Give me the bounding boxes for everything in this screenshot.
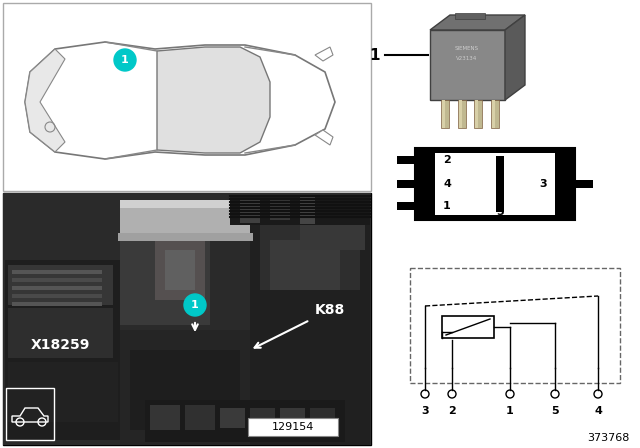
Bar: [300, 196, 315, 224]
Bar: [240, 198, 260, 223]
Bar: [220, 408, 245, 428]
Bar: [120, 330, 250, 445]
Text: 1: 1: [506, 406, 514, 416]
Text: 1: 1: [191, 300, 199, 310]
Bar: [410, 268, 620, 383]
Text: 4: 4: [443, 179, 451, 189]
Text: 1: 1: [121, 55, 129, 65]
Text: 5: 5: [551, 406, 559, 416]
Bar: [12, 286, 102, 290]
Bar: [270, 240, 340, 290]
Bar: [415, 148, 575, 220]
Bar: [492, 100, 495, 128]
Bar: [250, 200, 370, 445]
Text: K88: K88: [315, 303, 345, 317]
Bar: [397, 156, 417, 164]
Bar: [185, 405, 215, 430]
Bar: [5, 260, 120, 440]
Bar: [230, 195, 370, 225]
Bar: [118, 233, 253, 241]
Bar: [310, 408, 335, 428]
Polygon shape: [430, 15, 525, 30]
Bar: [397, 180, 417, 188]
Text: 4: 4: [594, 406, 602, 416]
Bar: [250, 408, 275, 428]
Bar: [280, 408, 305, 428]
Bar: [459, 100, 462, 128]
Bar: [475, 100, 478, 128]
Bar: [6, 388, 54, 440]
Bar: [12, 278, 102, 282]
Bar: [248, 418, 338, 436]
Text: 3: 3: [421, 406, 429, 416]
Bar: [120, 200, 250, 235]
Text: X18259: X18259: [30, 338, 90, 352]
Bar: [145, 400, 345, 442]
Text: 2: 2: [448, 406, 456, 416]
Bar: [491, 100, 499, 128]
Bar: [496, 156, 504, 212]
Bar: [8, 265, 113, 305]
Bar: [120, 200, 250, 208]
Circle shape: [114, 49, 136, 71]
Bar: [474, 100, 482, 128]
Bar: [270, 198, 290, 220]
Text: 373768: 373768: [588, 433, 630, 443]
Text: 1: 1: [443, 201, 451, 211]
Bar: [442, 100, 445, 128]
Bar: [441, 100, 449, 128]
Text: 1: 1: [370, 47, 380, 63]
Text: 2: 2: [443, 155, 451, 165]
Bar: [3, 193, 371, 445]
Bar: [573, 180, 593, 188]
Bar: [12, 302, 102, 306]
Bar: [12, 294, 102, 298]
Polygon shape: [505, 15, 525, 100]
Bar: [435, 153, 555, 215]
Text: 129154: 129154: [272, 422, 314, 432]
Bar: [8, 308, 113, 358]
Polygon shape: [430, 30, 505, 100]
Bar: [155, 240, 205, 300]
Bar: [260, 210, 360, 290]
Bar: [165, 250, 195, 290]
Polygon shape: [315, 130, 333, 145]
Text: V23134: V23134: [456, 56, 477, 60]
Text: 5: 5: [496, 207, 504, 217]
Bar: [458, 100, 466, 128]
Bar: [300, 200, 365, 250]
Bar: [455, 13, 485, 19]
Polygon shape: [25, 42, 335, 159]
Polygon shape: [25, 49, 65, 152]
Bar: [130, 350, 240, 430]
Polygon shape: [315, 47, 333, 61]
Bar: [3, 193, 371, 445]
Bar: [8, 362, 118, 422]
Circle shape: [184, 294, 206, 316]
Bar: [120, 235, 210, 325]
Bar: [442, 316, 494, 338]
Bar: [397, 202, 417, 210]
Bar: [3, 3, 371, 191]
Polygon shape: [157, 47, 270, 153]
Bar: [12, 270, 102, 274]
Text: 3: 3: [540, 179, 547, 189]
Text: SIEMENS: SIEMENS: [455, 46, 479, 51]
Bar: [150, 405, 180, 430]
